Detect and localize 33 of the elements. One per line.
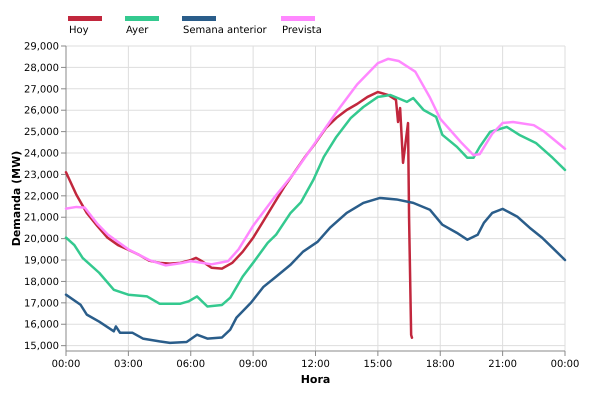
x-tick-label: 00:00 — [550, 359, 580, 370]
x-axis-title: Hora — [300, 373, 330, 386]
x-tick-label: 21:00 — [488, 359, 518, 370]
x-tick-label: 03:00 — [114, 359, 143, 370]
y-tick-label: 24,000 — [24, 148, 59, 160]
line-series — [64, 94, 566, 308]
y-tick-label: 20,000 — [24, 234, 59, 246]
y-tick-label: 28,000 — [24, 62, 59, 74]
line-series — [64, 58, 566, 267]
legend-label: Prevista — [282, 25, 322, 36]
x-tick-label: 18:00 — [426, 359, 455, 370]
legend-label: Hoy — [69, 25, 89, 36]
y-tick-label: 27,000 — [24, 84, 59, 96]
legend-label: Ayer — [126, 25, 150, 36]
y-tick-label: 25,000 — [24, 127, 59, 138]
y-tick-label: 17,000 — [24, 298, 59, 310]
x-tick-label: 15:00 — [363, 359, 392, 370]
x-tick-label: 00:00 — [52, 359, 80, 370]
y-tick-label: 18,000 — [24, 276, 59, 288]
legend-label: Semana anterior — [183, 25, 268, 36]
y-tick-label: 19,000 — [24, 256, 59, 267]
y-tick-label: 23,000 — [24, 170, 59, 181]
y-axis-title: Demanda (MW) — [10, 150, 23, 246]
x-tick-label: 09:00 — [238, 359, 268, 370]
y-tick-label: 29,000 — [24, 42, 59, 52]
line-series — [64, 196, 566, 344]
y-tick-label: 16,000 — [24, 320, 59, 331]
y-tick-label: 22,000 — [24, 191, 59, 202]
y-tick-label: 26,000 — [24, 106, 59, 117]
x-tick-label: 06:00 — [176, 359, 206, 370]
y-tick-label: 21,000 — [24, 212, 59, 224]
y-tick-label: 15,000 — [24, 341, 59, 352]
x-tick-label: 12:00 — [301, 359, 330, 370]
